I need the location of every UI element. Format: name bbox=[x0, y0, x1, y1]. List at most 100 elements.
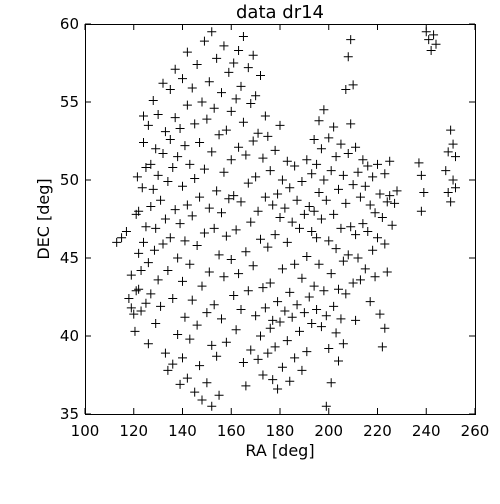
data-point bbox=[377, 342, 387, 352]
data-point bbox=[343, 148, 353, 158]
data-point bbox=[334, 356, 343, 366]
data-point bbox=[207, 340, 217, 350]
data-point bbox=[175, 379, 185, 389]
data-point bbox=[178, 353, 187, 363]
data-point bbox=[273, 384, 283, 394]
data-point bbox=[224, 194, 234, 204]
data-point bbox=[443, 187, 453, 197]
data-point bbox=[229, 290, 239, 300]
data-point bbox=[324, 236, 334, 246]
data-point bbox=[134, 284, 144, 294]
data-point bbox=[321, 195, 331, 205]
data-point bbox=[134, 248, 144, 258]
data-point bbox=[326, 378, 336, 388]
data-point bbox=[329, 301, 339, 311]
data-point bbox=[270, 230, 280, 240]
data-point bbox=[273, 189, 283, 199]
data-point bbox=[292, 195, 302, 205]
data-point bbox=[243, 63, 253, 73]
data-point bbox=[268, 200, 278, 210]
data-point bbox=[148, 95, 158, 105]
data-point bbox=[190, 119, 200, 129]
data-point bbox=[285, 183, 295, 193]
data-point bbox=[182, 200, 192, 210]
data-point bbox=[331, 244, 341, 254]
data-point bbox=[134, 206, 144, 216]
data-point bbox=[207, 27, 217, 37]
data-point bbox=[238, 358, 248, 368]
data-point bbox=[212, 53, 222, 63]
data-point bbox=[143, 120, 153, 130]
data-point bbox=[238, 31, 248, 41]
data-point bbox=[209, 223, 219, 233]
data-point bbox=[295, 223, 304, 233]
data-point bbox=[248, 261, 258, 271]
y-tick-label: 50 bbox=[60, 171, 79, 189]
ticks-layer: 100 120 140 160 180 200 220 240 260 35 40 45 50 55 60 bbox=[60, 15, 489, 440]
data-point bbox=[331, 152, 341, 162]
x-axis-label: RA [deg] bbox=[245, 441, 314, 460]
data-point bbox=[353, 167, 363, 177]
data-point bbox=[275, 120, 285, 130]
data-point bbox=[246, 345, 256, 355]
data-point bbox=[424, 35, 434, 45]
data-point bbox=[178, 276, 187, 286]
data-point bbox=[307, 226, 317, 236]
data-point bbox=[304, 202, 314, 212]
data-point bbox=[309, 281, 319, 291]
data-point bbox=[253, 354, 263, 364]
data-point bbox=[370, 272, 380, 282]
data-point bbox=[158, 78, 168, 88]
y-tick-label: 40 bbox=[60, 327, 79, 345]
data-point bbox=[173, 253, 183, 263]
data-point bbox=[292, 300, 302, 310]
data-point bbox=[375, 189, 385, 199]
data-points-layer bbox=[112, 27, 460, 411]
data-point bbox=[336, 223, 346, 233]
data-point bbox=[446, 197, 456, 207]
data-point bbox=[195, 192, 205, 202]
data-point bbox=[382, 267, 392, 277]
data-point bbox=[180, 141, 190, 151]
data-point bbox=[137, 183, 147, 193]
data-point bbox=[151, 144, 161, 154]
data-point bbox=[304, 292, 314, 302]
data-point bbox=[207, 147, 217, 157]
data-point bbox=[170, 64, 180, 74]
data-point bbox=[185, 334, 195, 344]
data-point bbox=[273, 297, 283, 307]
y-tick-label: 60 bbox=[60, 15, 79, 33]
data-point bbox=[229, 191, 239, 201]
data-point bbox=[241, 247, 251, 257]
data-point bbox=[236, 81, 246, 91]
y-tick-label: 35 bbox=[60, 405, 79, 423]
data-point bbox=[307, 319, 317, 329]
data-point bbox=[231, 325, 241, 335]
data-point bbox=[236, 304, 246, 314]
data-point bbox=[204, 203, 214, 213]
data-point bbox=[139, 111, 148, 121]
data-point bbox=[256, 331, 265, 341]
data-point bbox=[297, 273, 307, 283]
data-point bbox=[385, 191, 395, 201]
y-tick-label: 55 bbox=[60, 93, 79, 111]
data-point bbox=[204, 267, 214, 277]
data-point bbox=[343, 250, 353, 260]
data-point bbox=[187, 83, 197, 93]
data-point bbox=[180, 236, 190, 246]
data-point bbox=[319, 175, 329, 185]
data-point bbox=[353, 253, 363, 263]
data-point bbox=[334, 184, 343, 194]
data-point bbox=[336, 314, 346, 324]
data-point bbox=[234, 142, 244, 152]
chart-title: data dr14 bbox=[236, 2, 324, 23]
data-point bbox=[229, 58, 239, 68]
data-point bbox=[448, 139, 458, 149]
data-point bbox=[180, 312, 190, 322]
data-point bbox=[326, 269, 336, 279]
data-point bbox=[346, 222, 356, 232]
data-point bbox=[253, 128, 263, 138]
data-point bbox=[214, 390, 224, 400]
data-point bbox=[163, 265, 173, 275]
